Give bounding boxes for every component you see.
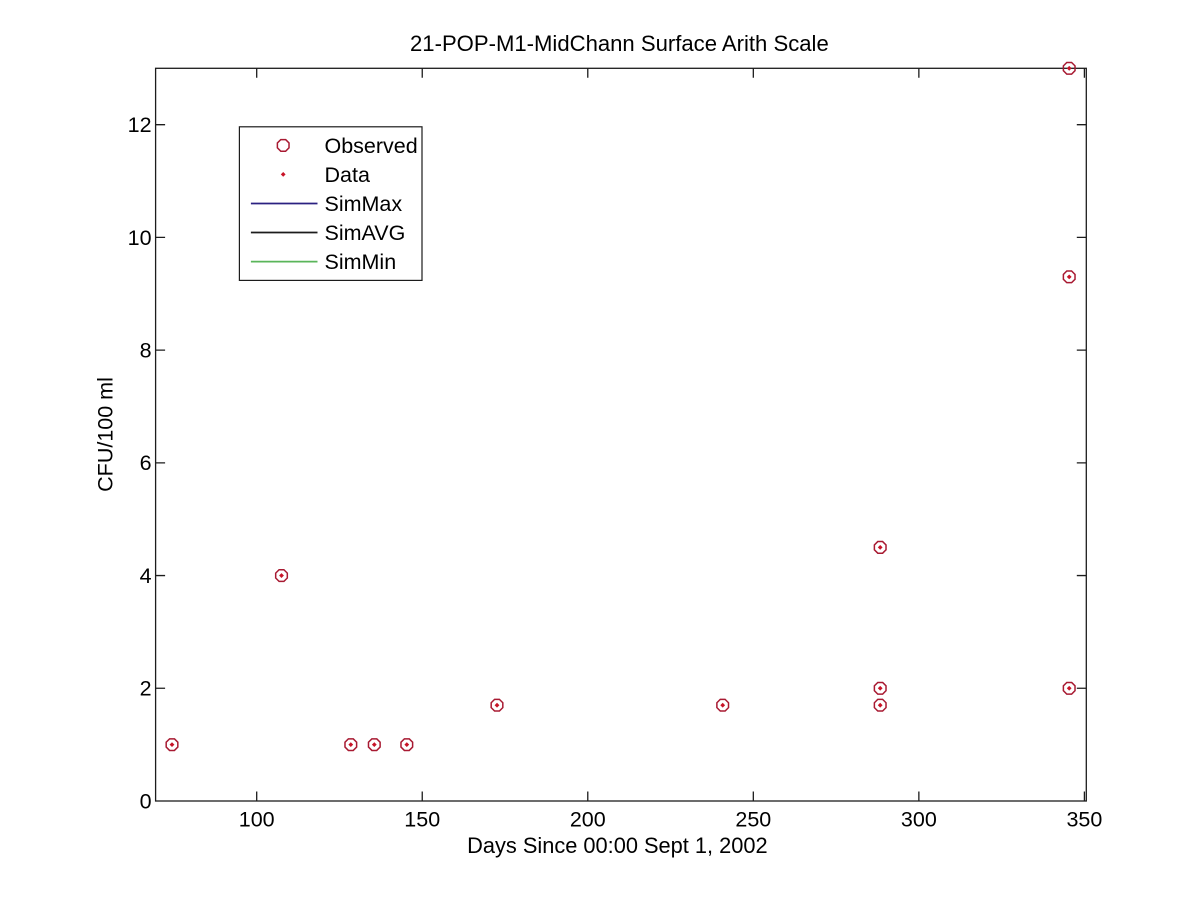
svg-text:SimMax: SimMax: [325, 192, 403, 216]
svg-text:SimMin: SimMin: [325, 250, 397, 274]
svg-text:Data: Data: [325, 163, 370, 187]
svg-text:4: 4: [140, 564, 152, 588]
svg-text:Observed: Observed: [325, 134, 418, 158]
svg-text:0: 0: [140, 789, 152, 813]
svg-text:8: 8: [140, 339, 152, 363]
svg-text:200: 200: [570, 808, 606, 832]
svg-text:SimAVG: SimAVG: [325, 221, 406, 245]
svg-text:2: 2: [140, 677, 152, 701]
svg-text:6: 6: [140, 451, 152, 475]
svg-text:150: 150: [404, 808, 440, 832]
svg-text:Days Since 00:00 Sept 1, 2002: Days Since 00:00 Sept 1, 2002: [467, 833, 768, 858]
svg-text:10: 10: [128, 226, 152, 250]
svg-text:100: 100: [239, 808, 275, 832]
svg-text:350: 350: [1066, 808, 1102, 832]
svg-text:21-POP-M1-MidChann Surface Ari: 21-POP-M1-MidChann Surface Arith Scale: [410, 31, 829, 56]
svg-text:12: 12: [128, 113, 152, 137]
svg-text:CFU/100 ml: CFU/100 ml: [94, 377, 118, 492]
svg-text:300: 300: [901, 808, 937, 832]
svg-text:250: 250: [735, 808, 771, 832]
